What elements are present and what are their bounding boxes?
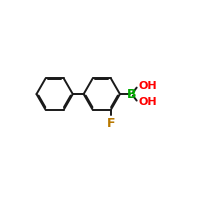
Text: OH: OH bbox=[138, 97, 157, 107]
Text: B: B bbox=[127, 88, 136, 101]
Text: F: F bbox=[107, 117, 115, 130]
Text: OH: OH bbox=[138, 81, 157, 91]
